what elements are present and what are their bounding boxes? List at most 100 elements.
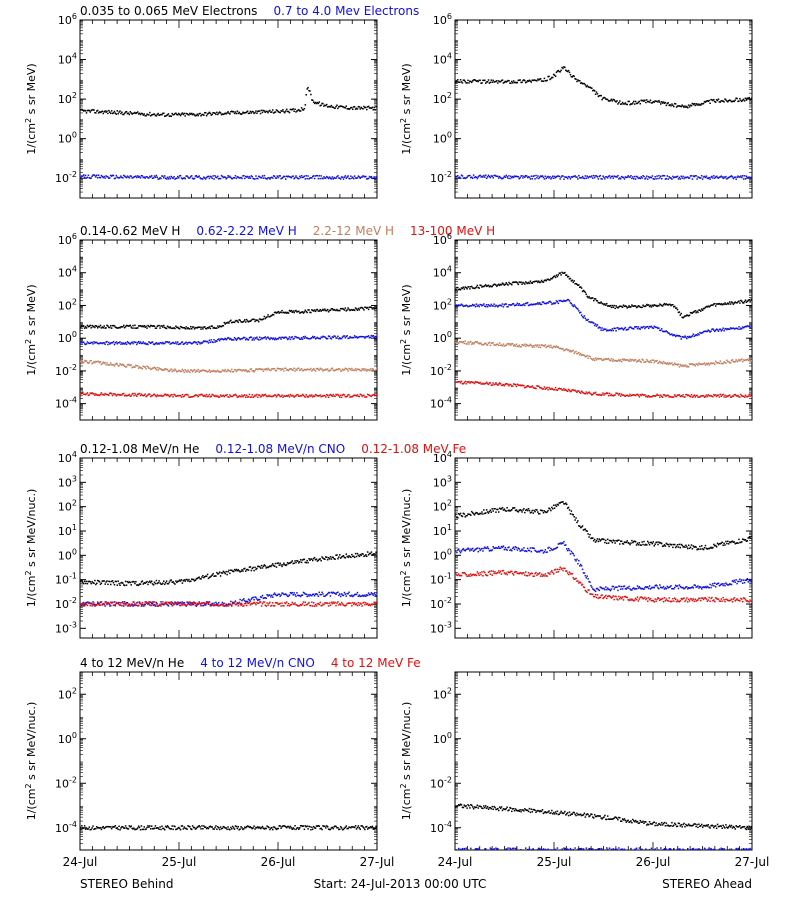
data-point — [354, 307, 357, 309]
data-point — [98, 394, 101, 397]
data-point — [114, 112, 117, 114]
data-point — [106, 175, 108, 178]
data-point — [334, 395, 336, 398]
data-point — [731, 100, 734, 103]
data-point — [592, 359, 594, 361]
data-point — [277, 176, 280, 179]
data-point — [292, 338, 294, 340]
data-point — [339, 368, 341, 370]
data-point — [685, 177, 687, 179]
data-point — [634, 305, 637, 307]
data-point — [110, 110, 113, 112]
data-point — [210, 114, 213, 116]
data-point — [682, 105, 684, 107]
data-point — [163, 368, 166, 370]
data-point — [646, 101, 649, 103]
data-point — [464, 340, 466, 342]
data-point — [280, 311, 282, 314]
data-point — [164, 327, 167, 329]
data-point — [594, 298, 597, 300]
data-point — [532, 303, 534, 306]
data-point — [601, 302, 603, 305]
data-point — [350, 175, 352, 177]
data-point — [509, 304, 511, 306]
data-point — [136, 393, 139, 396]
data-point — [642, 359, 644, 361]
data-point — [671, 333, 673, 335]
data-point — [576, 176, 578, 178]
data-point — [181, 178, 184, 180]
data-point — [703, 175, 706, 178]
data-point — [579, 80, 581, 82]
data-point — [511, 177, 513, 179]
data-point — [455, 81, 457, 84]
data-point — [168, 176, 171, 178]
data-point — [284, 175, 286, 178]
data-point — [643, 305, 645, 308]
data-point — [349, 336, 351, 338]
data-point — [523, 303, 525, 305]
data-point — [133, 176, 135, 178]
data-point — [254, 178, 256, 180]
data-point — [186, 327, 188, 330]
data-point — [355, 335, 358, 338]
data-point — [647, 394, 650, 397]
data-point — [341, 394, 344, 396]
data-point — [603, 328, 605, 330]
data-point — [120, 175, 122, 177]
data-point — [515, 304, 518, 306]
data-point — [708, 99, 710, 102]
data-point — [275, 338, 278, 341]
data-point — [223, 176, 226, 178]
data-point — [102, 580, 105, 582]
data-point — [109, 392, 111, 395]
data-point — [316, 395, 319, 397]
data-point — [700, 332, 702, 334]
data-point — [82, 341, 84, 344]
data-point — [530, 175, 533, 177]
data-point — [748, 176, 750, 178]
data-point — [554, 302, 557, 304]
data-point — [223, 338, 226, 341]
data-point — [202, 341, 204, 343]
data-point — [724, 177, 726, 179]
data-point — [648, 176, 651, 179]
data-point — [509, 342, 511, 345]
data-point — [655, 178, 657, 180]
data-point — [164, 341, 167, 343]
data-point — [181, 368, 184, 371]
data-point — [551, 278, 553, 280]
data-point — [619, 395, 622, 397]
data-point — [657, 327, 659, 330]
data-point — [206, 113, 209, 115]
data-point — [275, 109, 278, 111]
data-point — [107, 583, 109, 586]
data-point — [658, 361, 660, 364]
data-point — [151, 341, 154, 343]
data-point — [166, 325, 169, 328]
data-point — [650, 102, 653, 104]
data-point — [222, 113, 225, 116]
data-point — [143, 342, 145, 345]
data-point — [563, 66, 565, 68]
data-point — [532, 175, 534, 178]
data-point — [123, 175, 126, 177]
data-point — [614, 394, 616, 396]
data-point — [80, 109, 82, 111]
data-point — [642, 326, 644, 328]
data-point — [702, 395, 705, 397]
data-point — [727, 101, 729, 103]
data-point — [702, 176, 705, 178]
data-point — [691, 178, 694, 180]
data-point — [684, 315, 686, 317]
data-point — [749, 326, 751, 329]
data-point — [254, 320, 256, 323]
y-tick-label: 102 — [58, 499, 77, 514]
data-point — [126, 394, 129, 397]
data-point — [635, 393, 638, 396]
data-point — [596, 93, 599, 95]
data-point — [675, 334, 678, 337]
data-point — [674, 335, 677, 338]
data-point — [623, 358, 626, 360]
data-point — [86, 341, 89, 343]
